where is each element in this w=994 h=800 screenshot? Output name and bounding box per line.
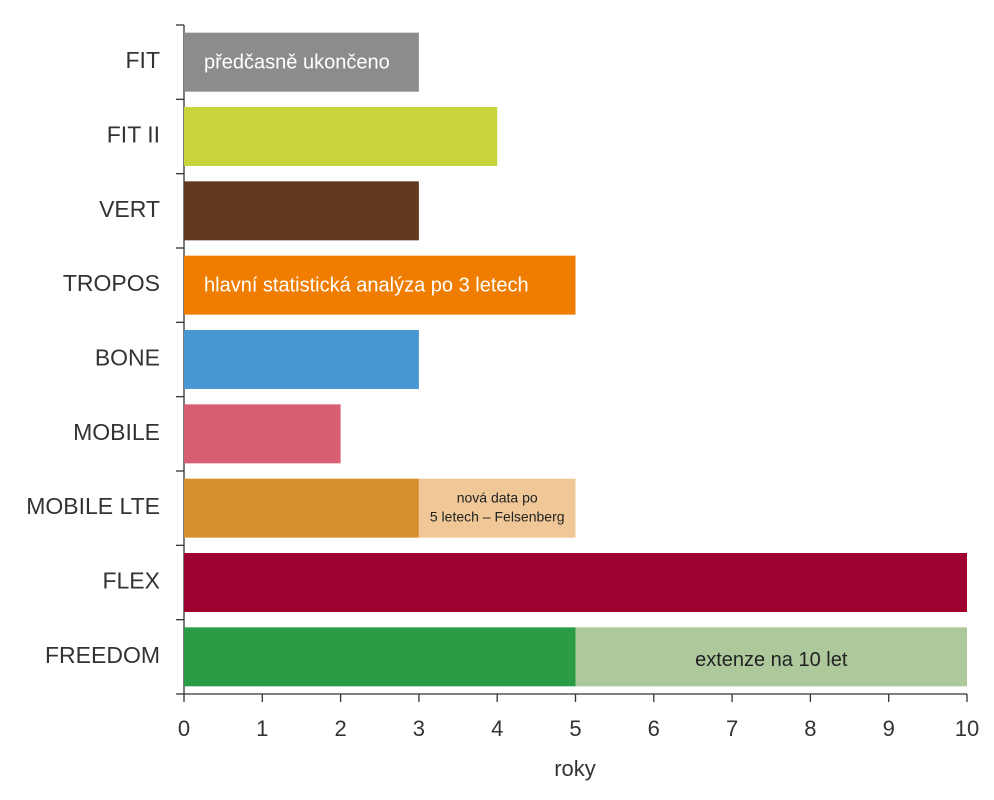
extension-label: extenze na 10 let bbox=[695, 649, 848, 671]
extension-bar bbox=[418, 478, 576, 538]
y-tick-label: MOBILE bbox=[73, 419, 160, 445]
bar-label: předčasně ukončeno bbox=[204, 51, 390, 73]
bar bbox=[184, 627, 576, 687]
extension-label: nová data po bbox=[457, 489, 538, 505]
y-tick-label: FREEDOM bbox=[45, 642, 160, 668]
x-tick-label: 5 bbox=[569, 716, 581, 741]
x-tick-label: 8 bbox=[804, 716, 816, 741]
bar bbox=[184, 478, 419, 538]
bar bbox=[184, 255, 576, 315]
y-tick-label: FIT bbox=[126, 47, 161, 73]
bar bbox=[184, 330, 419, 389]
y-tick-label: BONE bbox=[95, 345, 160, 371]
x-tick-label: 6 bbox=[648, 716, 660, 741]
x-tick-label: 2 bbox=[334, 716, 346, 741]
bar bbox=[184, 404, 341, 464]
extension-label: 5 letech – Felsenberg bbox=[430, 508, 565, 524]
x-tick-label: 10 bbox=[955, 716, 979, 741]
y-tick-label: VERT bbox=[99, 196, 160, 222]
x-tick-label: 0 bbox=[178, 716, 190, 741]
bar bbox=[184, 32, 419, 92]
extension-bar bbox=[575, 627, 967, 687]
x-axis-label: roky bbox=[554, 756, 596, 781]
bar bbox=[184, 107, 498, 166]
x-tick-label: 1 bbox=[256, 716, 268, 741]
bar bbox=[184, 181, 419, 241]
bar-label: hlavní statistická analýza po 3 letech bbox=[204, 274, 529, 296]
x-tick-label: 7 bbox=[726, 716, 738, 741]
y-tick-label: FIT II bbox=[107, 122, 160, 148]
x-tick-label: 9 bbox=[883, 716, 895, 741]
y-tick-label: MOBILE LTE bbox=[26, 493, 160, 519]
x-tick-label: 3 bbox=[413, 716, 425, 741]
y-tick-label: TROPOS bbox=[63, 270, 160, 296]
bar bbox=[184, 553, 967, 612]
x-tick-label: 4 bbox=[491, 716, 503, 741]
y-tick-label: FLEX bbox=[102, 568, 160, 594]
